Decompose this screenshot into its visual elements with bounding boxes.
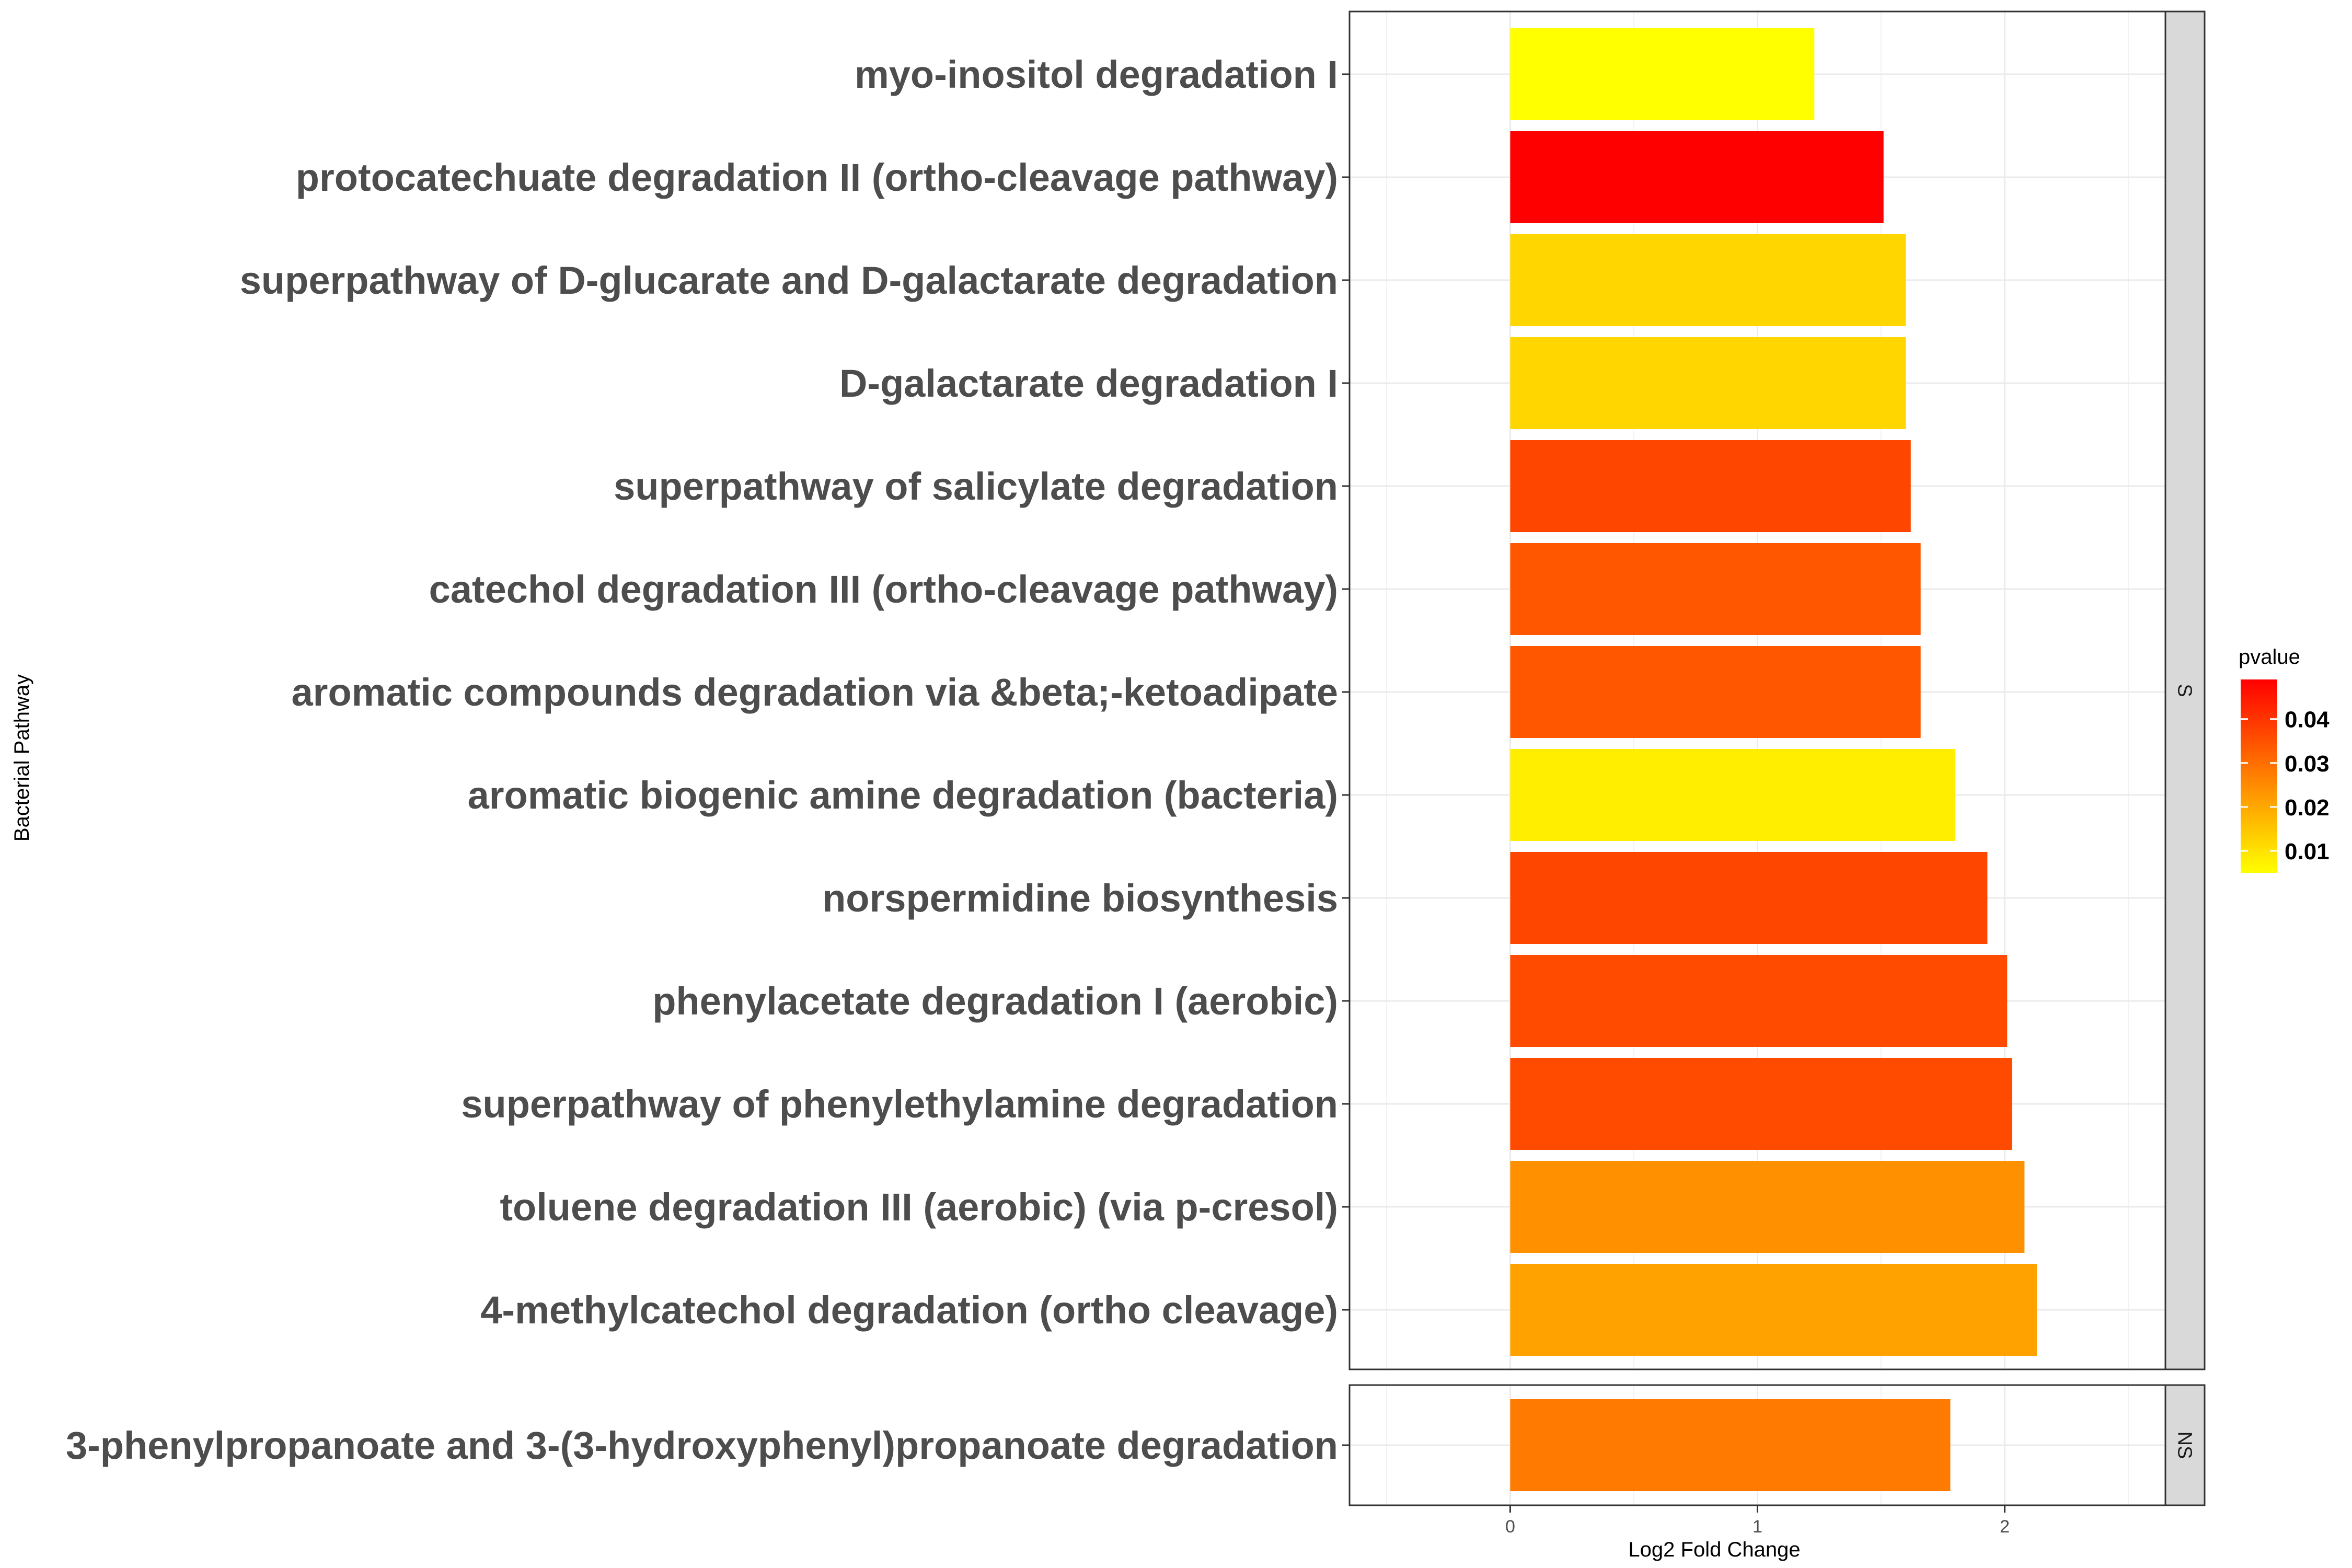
bar xyxy=(1510,543,1921,635)
y-tick-label: superpathway of phenylethylamine degrada… xyxy=(461,1082,1338,1126)
bar xyxy=(1510,1161,2025,1253)
facet-strip-label: S xyxy=(2174,684,2196,697)
bar xyxy=(1510,1399,1951,1491)
legend-tick-label: 0.04 xyxy=(2285,707,2330,733)
color-legend: 0.01 0.02 0.03 0.04 xyxy=(2241,679,2330,873)
bar xyxy=(1510,28,1815,120)
y-tick-label: phenylacetate degradation I (aerobic) xyxy=(652,979,1338,1023)
bar xyxy=(1510,955,2008,1047)
legend-tick-label: 0.03 xyxy=(2285,751,2330,777)
facet-strip-label: NS xyxy=(2174,1432,2196,1459)
bar xyxy=(1510,646,1921,738)
y-tick-label: myo-inositol degradation I xyxy=(855,53,1338,96)
y-tick-label: catechol degradation III (ortho-cleavage… xyxy=(429,568,1338,611)
y-tick-label: superpathway of D-glucarate and D-galact… xyxy=(240,259,1338,302)
y-tick-label: superpathway of salicylate degradation xyxy=(614,465,1338,508)
x-tick-label: 2 xyxy=(2000,1517,2010,1537)
facet-strip xyxy=(2164,10,2206,1370)
y-axis-title: Bacterial Pathway xyxy=(10,674,33,841)
bar xyxy=(1510,852,1988,944)
legend-colorbar xyxy=(2241,679,2277,873)
bar xyxy=(1510,749,1955,841)
bar xyxy=(1510,440,1911,532)
y-tick-label: D-galactarate degradation I xyxy=(839,362,1338,405)
y-tick-label: 3-phenylpropanoate and 3-(3-hydroxypheny… xyxy=(66,1424,1338,1467)
legend-tick-label: 0.02 xyxy=(2285,795,2330,821)
bar xyxy=(1510,234,1906,326)
facet-strip xyxy=(2164,1384,2206,1506)
y-tick-label: protocatechuate degradation II (ortho-cl… xyxy=(296,156,1338,199)
y-tick-label: aromatic compounds degradation via &beta… xyxy=(292,671,1338,714)
bar xyxy=(1510,337,1906,429)
plot-area: myo-inositol degradation I protocatechuat… xyxy=(66,10,2206,1537)
y-tick-label: toluene degradation III (aerobic) (via p… xyxy=(500,1185,1338,1229)
legend-tick-label: 0.01 xyxy=(2285,839,2330,864)
y-tick-label: aromatic biogenic amine degradation (bac… xyxy=(468,774,1338,817)
bar xyxy=(1510,1264,2037,1356)
y-tick-label: norspermidine biosynthesis xyxy=(822,877,1338,920)
y-tick-label: 4-methylcatechol degradation (ortho clea… xyxy=(480,1288,1338,1332)
bar xyxy=(1510,1058,2012,1150)
bar xyxy=(1510,131,1884,223)
legend-title: pvalue xyxy=(2239,645,2300,668)
x-axis-title: Log2 Fold Change xyxy=(1628,1538,1800,1561)
x-tick-label: 1 xyxy=(1753,1517,1762,1537)
x-tick-label: 0 xyxy=(1505,1517,1515,1537)
